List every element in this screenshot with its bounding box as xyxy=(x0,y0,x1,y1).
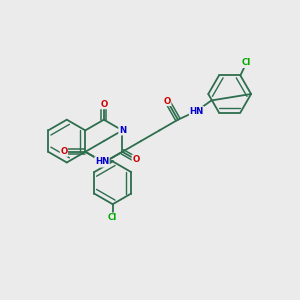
Text: HN: HN xyxy=(189,106,204,116)
Text: N: N xyxy=(119,126,126,135)
Text: HN: HN xyxy=(95,157,109,166)
Text: O: O xyxy=(100,100,107,109)
Text: Cl: Cl xyxy=(108,213,117,222)
Text: O: O xyxy=(132,155,140,164)
Text: O: O xyxy=(60,147,68,156)
Text: N: N xyxy=(100,158,107,167)
Text: O: O xyxy=(164,97,171,106)
Text: Cl: Cl xyxy=(242,58,251,68)
